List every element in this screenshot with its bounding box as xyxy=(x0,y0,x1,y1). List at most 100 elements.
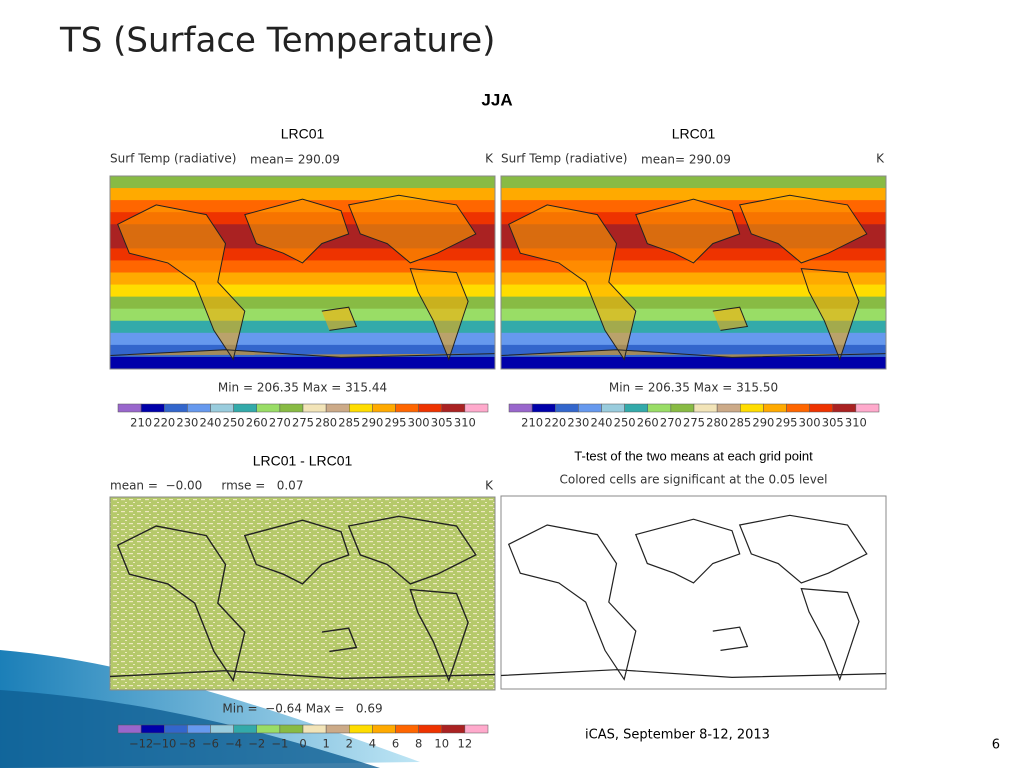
map-band xyxy=(501,176,886,189)
figure-title: JJA xyxy=(481,90,512,109)
colorbar-swatch xyxy=(325,403,350,413)
colorbar-swatch xyxy=(624,403,648,413)
colorbar-swatch xyxy=(418,724,442,734)
panel-title: LRC01 - LRC01 xyxy=(253,453,353,469)
colorbar-label: 12 xyxy=(458,737,473,751)
colorbar-swatch xyxy=(670,403,695,413)
map-band xyxy=(110,332,495,346)
range-label: Min = −0.64 Max = 0.69 xyxy=(222,702,382,716)
colorbar-label: −8 xyxy=(179,737,196,751)
map-band xyxy=(110,176,495,189)
colorbar-label: 260 xyxy=(246,416,268,430)
colorbar-swatch xyxy=(164,403,188,413)
colorbar-swatch xyxy=(279,403,304,413)
coastline xyxy=(109,515,496,683)
colorbar-label: 220 xyxy=(153,416,175,430)
colorbar-label: 280 xyxy=(315,416,337,430)
stat-label: mean= 290.09 xyxy=(641,153,731,167)
colorbar-swatch xyxy=(464,724,489,734)
colorbar-swatch xyxy=(786,403,810,413)
colorbar-swatch xyxy=(693,403,718,413)
unit-label: K xyxy=(876,152,885,166)
colorbar-label: −4 xyxy=(225,737,242,751)
colorbar-label: 300 xyxy=(408,416,430,430)
colorbar-label: 290 xyxy=(752,416,774,430)
colorbar-swatch xyxy=(716,403,741,413)
map-band xyxy=(110,320,495,334)
colorbar-label: 8 xyxy=(415,737,422,751)
colorbar-label: 230 xyxy=(176,416,198,430)
colorbar-label: 6 xyxy=(392,737,399,751)
colorbar-swatch xyxy=(117,724,142,734)
colorbar-label: 275 xyxy=(292,416,314,430)
colorbar-swatch xyxy=(117,403,142,413)
colorbar-swatch xyxy=(302,724,327,734)
colorbar-swatch xyxy=(279,724,304,734)
colorbar-swatch xyxy=(601,403,625,413)
colorbar-swatch xyxy=(418,403,442,413)
colorbar-swatch xyxy=(508,403,533,413)
colorbar-swatch xyxy=(555,403,579,413)
stat-label: mean = −0.00 rmse = 0.07 xyxy=(110,479,303,493)
panel-subtitle: Colored cells are significant at the 0.0… xyxy=(559,473,827,487)
colorbar-label: 230 xyxy=(567,416,589,430)
map-band xyxy=(501,356,886,370)
slide-title: TS (Surface Temperature) xyxy=(59,21,495,61)
map-band xyxy=(501,344,886,358)
colorbar-label: 240 xyxy=(200,416,222,430)
colorbar-swatch xyxy=(187,403,211,413)
map-band xyxy=(501,320,886,334)
colorbar-swatch xyxy=(441,724,466,734)
colorbar-swatch xyxy=(441,403,466,413)
map xyxy=(109,496,496,691)
panel-title: LRC01 xyxy=(672,126,716,142)
colorbar-label: 1 xyxy=(322,737,329,751)
colorbar-swatch xyxy=(302,403,327,413)
colorbar-swatch xyxy=(809,403,833,413)
colorbar-label: 270 xyxy=(660,416,682,430)
colorbar-swatch xyxy=(256,403,281,413)
colorbar-label: 10 xyxy=(434,737,449,751)
page-number: 6 xyxy=(992,738,1000,753)
footer: iCAS, September 8-12, 2013 xyxy=(585,728,770,743)
colorbar-swatch xyxy=(832,403,857,413)
colorbar-label: 250 xyxy=(614,416,636,430)
map xyxy=(500,495,887,690)
colorbar-swatch xyxy=(763,403,787,413)
colorbar-label: 260 xyxy=(637,416,659,430)
colorbar-label: 210 xyxy=(130,416,152,430)
colorbar-label: 240 xyxy=(591,416,613,430)
colorbar-swatch xyxy=(349,724,373,734)
colorbar-label: 305 xyxy=(822,416,844,430)
colorbar-label: 0 xyxy=(299,737,306,751)
range-label: Min = 206.35 Max = 315.50 xyxy=(609,381,778,395)
map-frame xyxy=(109,175,496,370)
stat-label: mean= 290.09 xyxy=(250,153,340,167)
colorbar-label: 285 xyxy=(729,416,751,430)
colorbar-swatch xyxy=(325,724,350,734)
colorbar-label: 295 xyxy=(385,416,407,430)
colorbar-swatch xyxy=(349,403,373,413)
colorbar-swatch xyxy=(647,403,672,413)
colorbar-label: 300 xyxy=(799,416,821,430)
colorbar-swatch xyxy=(464,403,489,413)
colorbar-label: 220 xyxy=(544,416,566,430)
colorbar-swatch xyxy=(140,724,165,734)
colorbar-label: 250 xyxy=(223,416,245,430)
colorbar-label: 270 xyxy=(269,416,291,430)
colorbar-swatch xyxy=(578,403,602,413)
colorbar-label: 280 xyxy=(706,416,728,430)
colorbar-swatch xyxy=(187,724,211,734)
colorbar-label: 295 xyxy=(776,416,798,430)
map-frame xyxy=(500,175,887,370)
unit-label: K xyxy=(485,479,494,493)
panel-title: T-test of the two means at each grid poi… xyxy=(574,448,813,463)
coastline xyxy=(500,514,887,682)
colorbar-swatch xyxy=(164,724,188,734)
colorbar-swatch xyxy=(140,403,165,413)
colorbar-label: −12 xyxy=(129,737,153,751)
map-band xyxy=(110,344,495,358)
colorbar-label: 4 xyxy=(369,737,376,751)
range-label: Min = 206.35 Max = 315.44 xyxy=(218,381,387,395)
